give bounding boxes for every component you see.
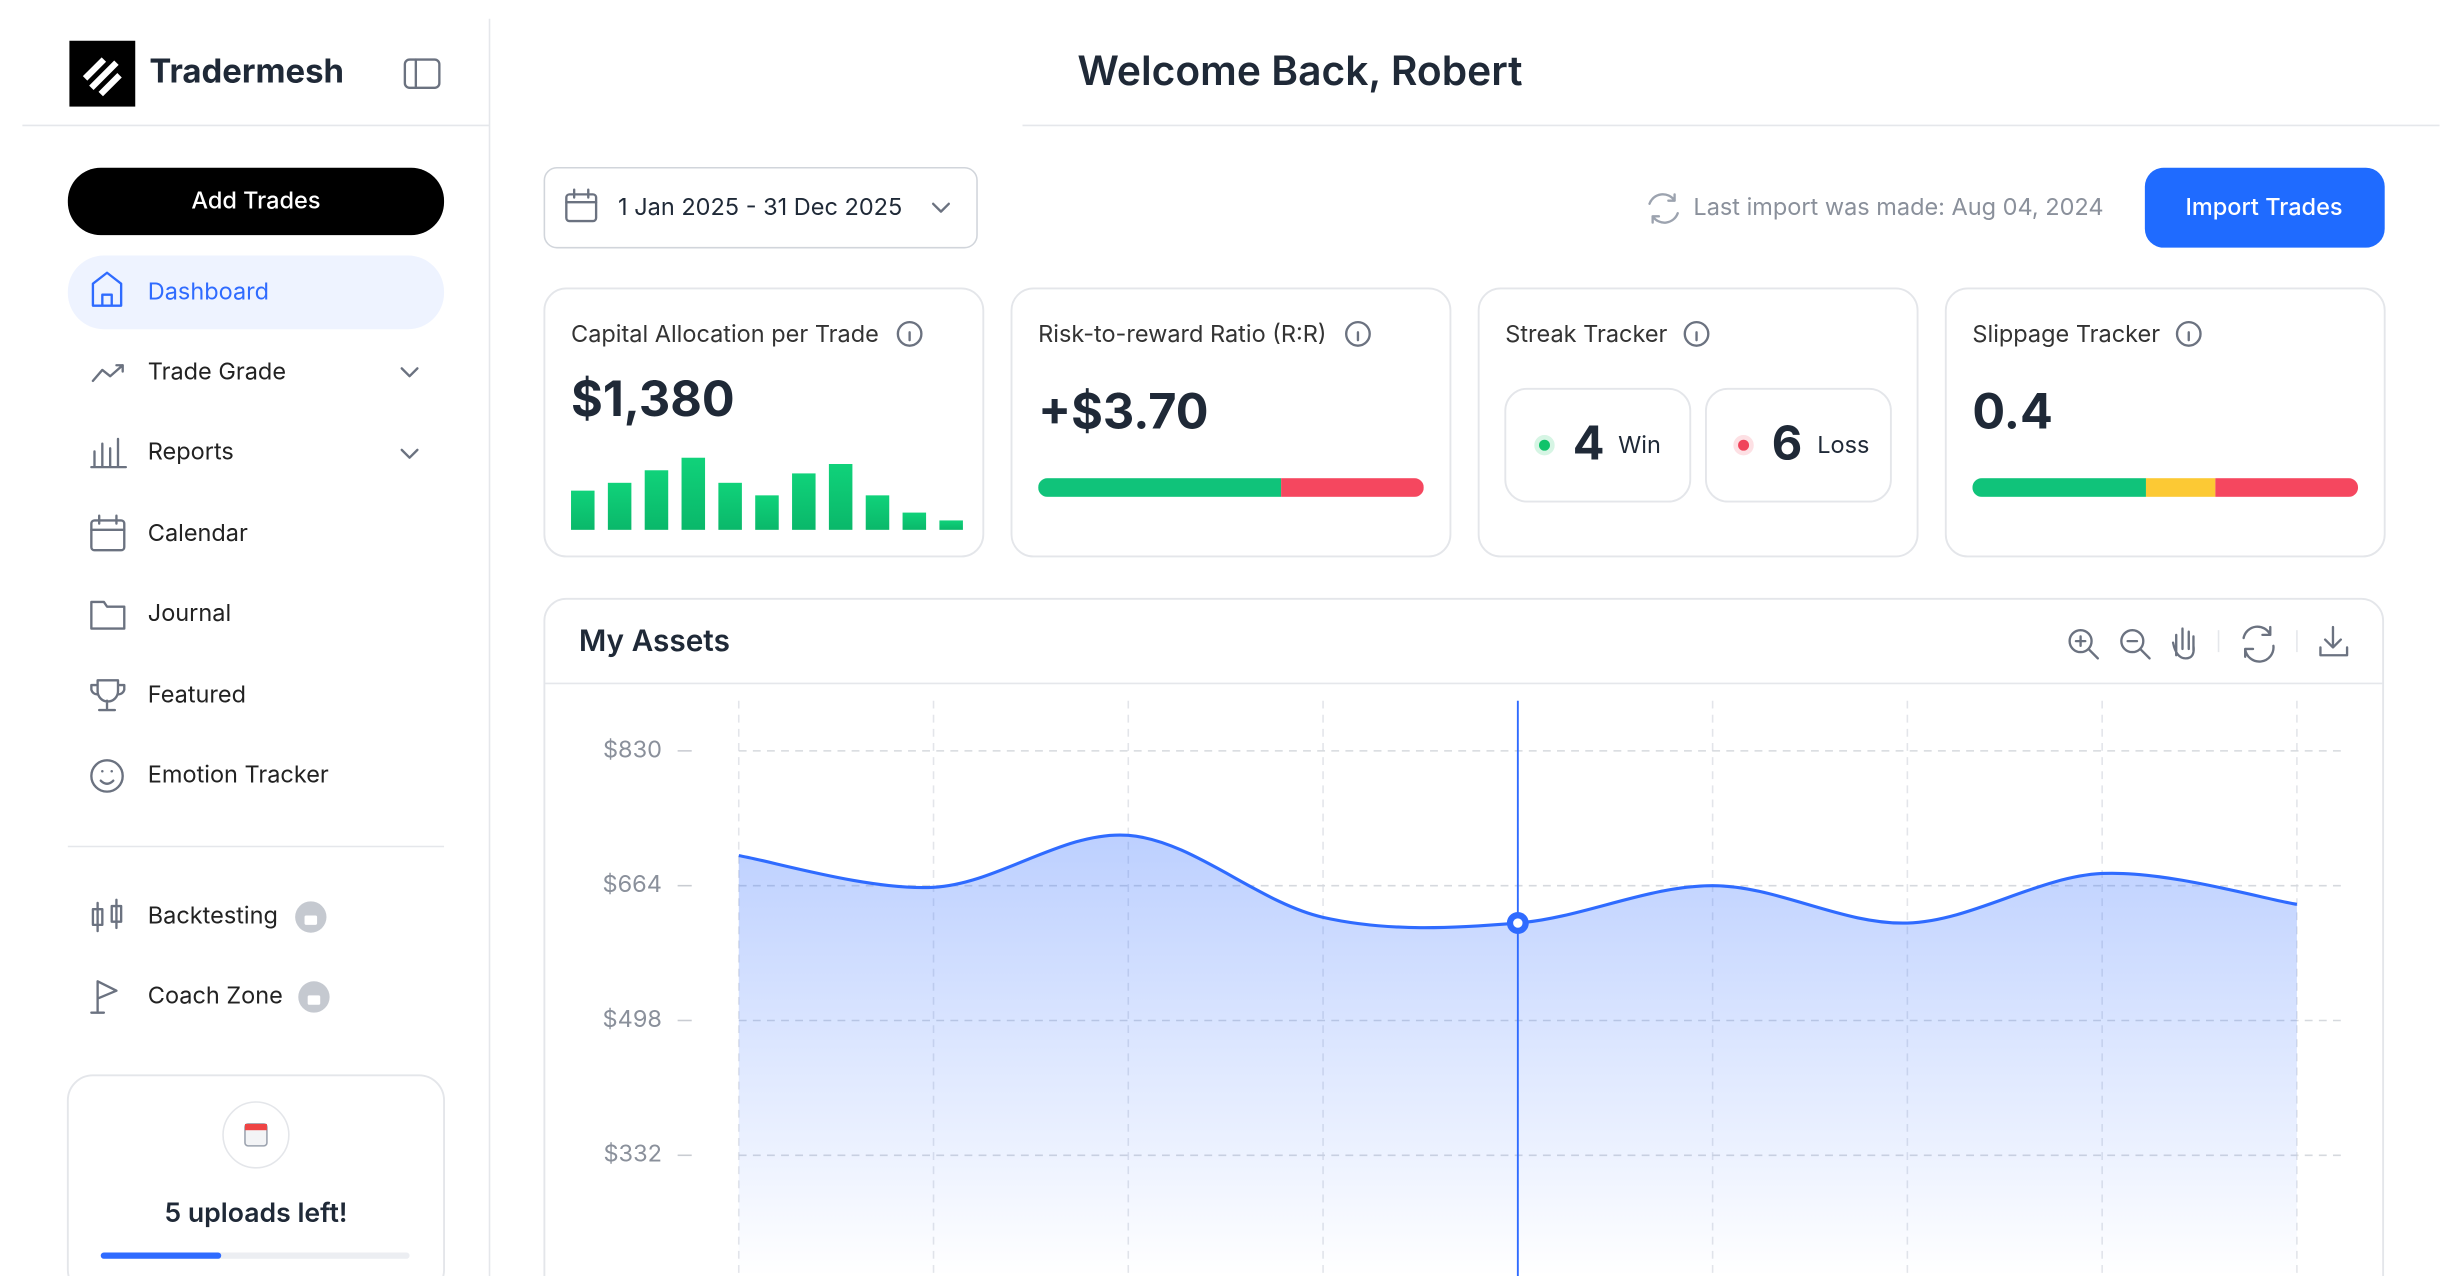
card-title: Capital Allocation per Trade: [571, 319, 879, 348]
card-title: Slippage Tracker: [1972, 319, 2160, 348]
import-label: Import Trades: [2185, 192, 2342, 221]
split-segment: [1038, 478, 1282, 497]
mini-bar: [607, 482, 632, 530]
y-tick-label: $332: [603, 1139, 661, 1168]
chart-title: My Assets: [579, 623, 730, 659]
uploads-label: 5 uploads left!: [164, 1197, 347, 1229]
last-import: Last import was made: Aug 04, 2024: [1693, 192, 2103, 221]
split-segment: [2145, 478, 2216, 497]
mini-bar: [865, 495, 890, 530]
add-trades-button[interactable]: [67, 167, 445, 236]
date-picker[interactable]: [543, 166, 978, 249]
split-segment: [1972, 478, 2146, 497]
page-title: Welcome Back, Robert: [1077, 46, 1522, 95]
y-tick-label: $664: [603, 869, 662, 898]
chart-toolbar[interactable]: [2068, 625, 2349, 663]
date-range: 1 Jan 2025 - 31 Dec 2025: [618, 192, 902, 221]
loss-label: Loss: [1817, 430, 1869, 459]
nav-item[interactable]: Backtesting: [148, 900, 278, 929]
nav-item[interactable]: Journal: [148, 598, 231, 627]
split-segment: [1281, 478, 1424, 497]
uploads-card: [66, 1074, 445, 1276]
mini-bar: [571, 490, 595, 530]
nav-item[interactable]: Emotion Tracker: [148, 759, 329, 788]
mini-bar: [939, 520, 963, 530]
card-value: +$3.70: [1038, 382, 1208, 441]
mini-bar: [902, 512, 927, 530]
win-count: 4: [1573, 415, 1605, 472]
win-label: Win: [1618, 430, 1661, 459]
nav-item[interactable]: Dashboard: [148, 277, 269, 306]
card-value: $1,380: [571, 369, 735, 428]
split-segment: [2215, 478, 2359, 497]
nav-item[interactable]: Coach Zone: [148, 980, 283, 1009]
add-trades-label: Add Trades: [191, 186, 320, 215]
mini-bar: [755, 495, 779, 530]
uploads-progress: [100, 1252, 222, 1259]
loss-count: 6: [1772, 415, 1803, 472]
nav-active[interactable]: [67, 255, 445, 330]
brand: Tradermesh: [149, 51, 344, 91]
nav-item[interactable]: Calendar: [148, 518, 248, 547]
y-tick-label: $830: [603, 734, 662, 763]
card-value: 0.4: [1972, 382, 2052, 441]
mini-bar: [718, 482, 742, 530]
nav-item[interactable]: Trade Grade: [148, 357, 286, 386]
card-title: Risk-to-reward Ratio (R:R): [1038, 319, 1326, 348]
sidebar-toggle[interactable]: [403, 58, 441, 89]
mini-bar: [828, 464, 853, 530]
y-tick-label: $498: [603, 1004, 662, 1033]
nav-item[interactable]: Featured: [148, 679, 246, 708]
mini-bar: [644, 470, 669, 530]
mini-bar: [792, 473, 816, 530]
import-button[interactable]: [2144, 167, 2385, 248]
highlight-dot: [1513, 918, 1523, 928]
mini-bar: [681, 457, 706, 530]
nav-item[interactable]: Reports: [148, 436, 234, 465]
card-title: Streak Tracker: [1505, 319, 1667, 348]
